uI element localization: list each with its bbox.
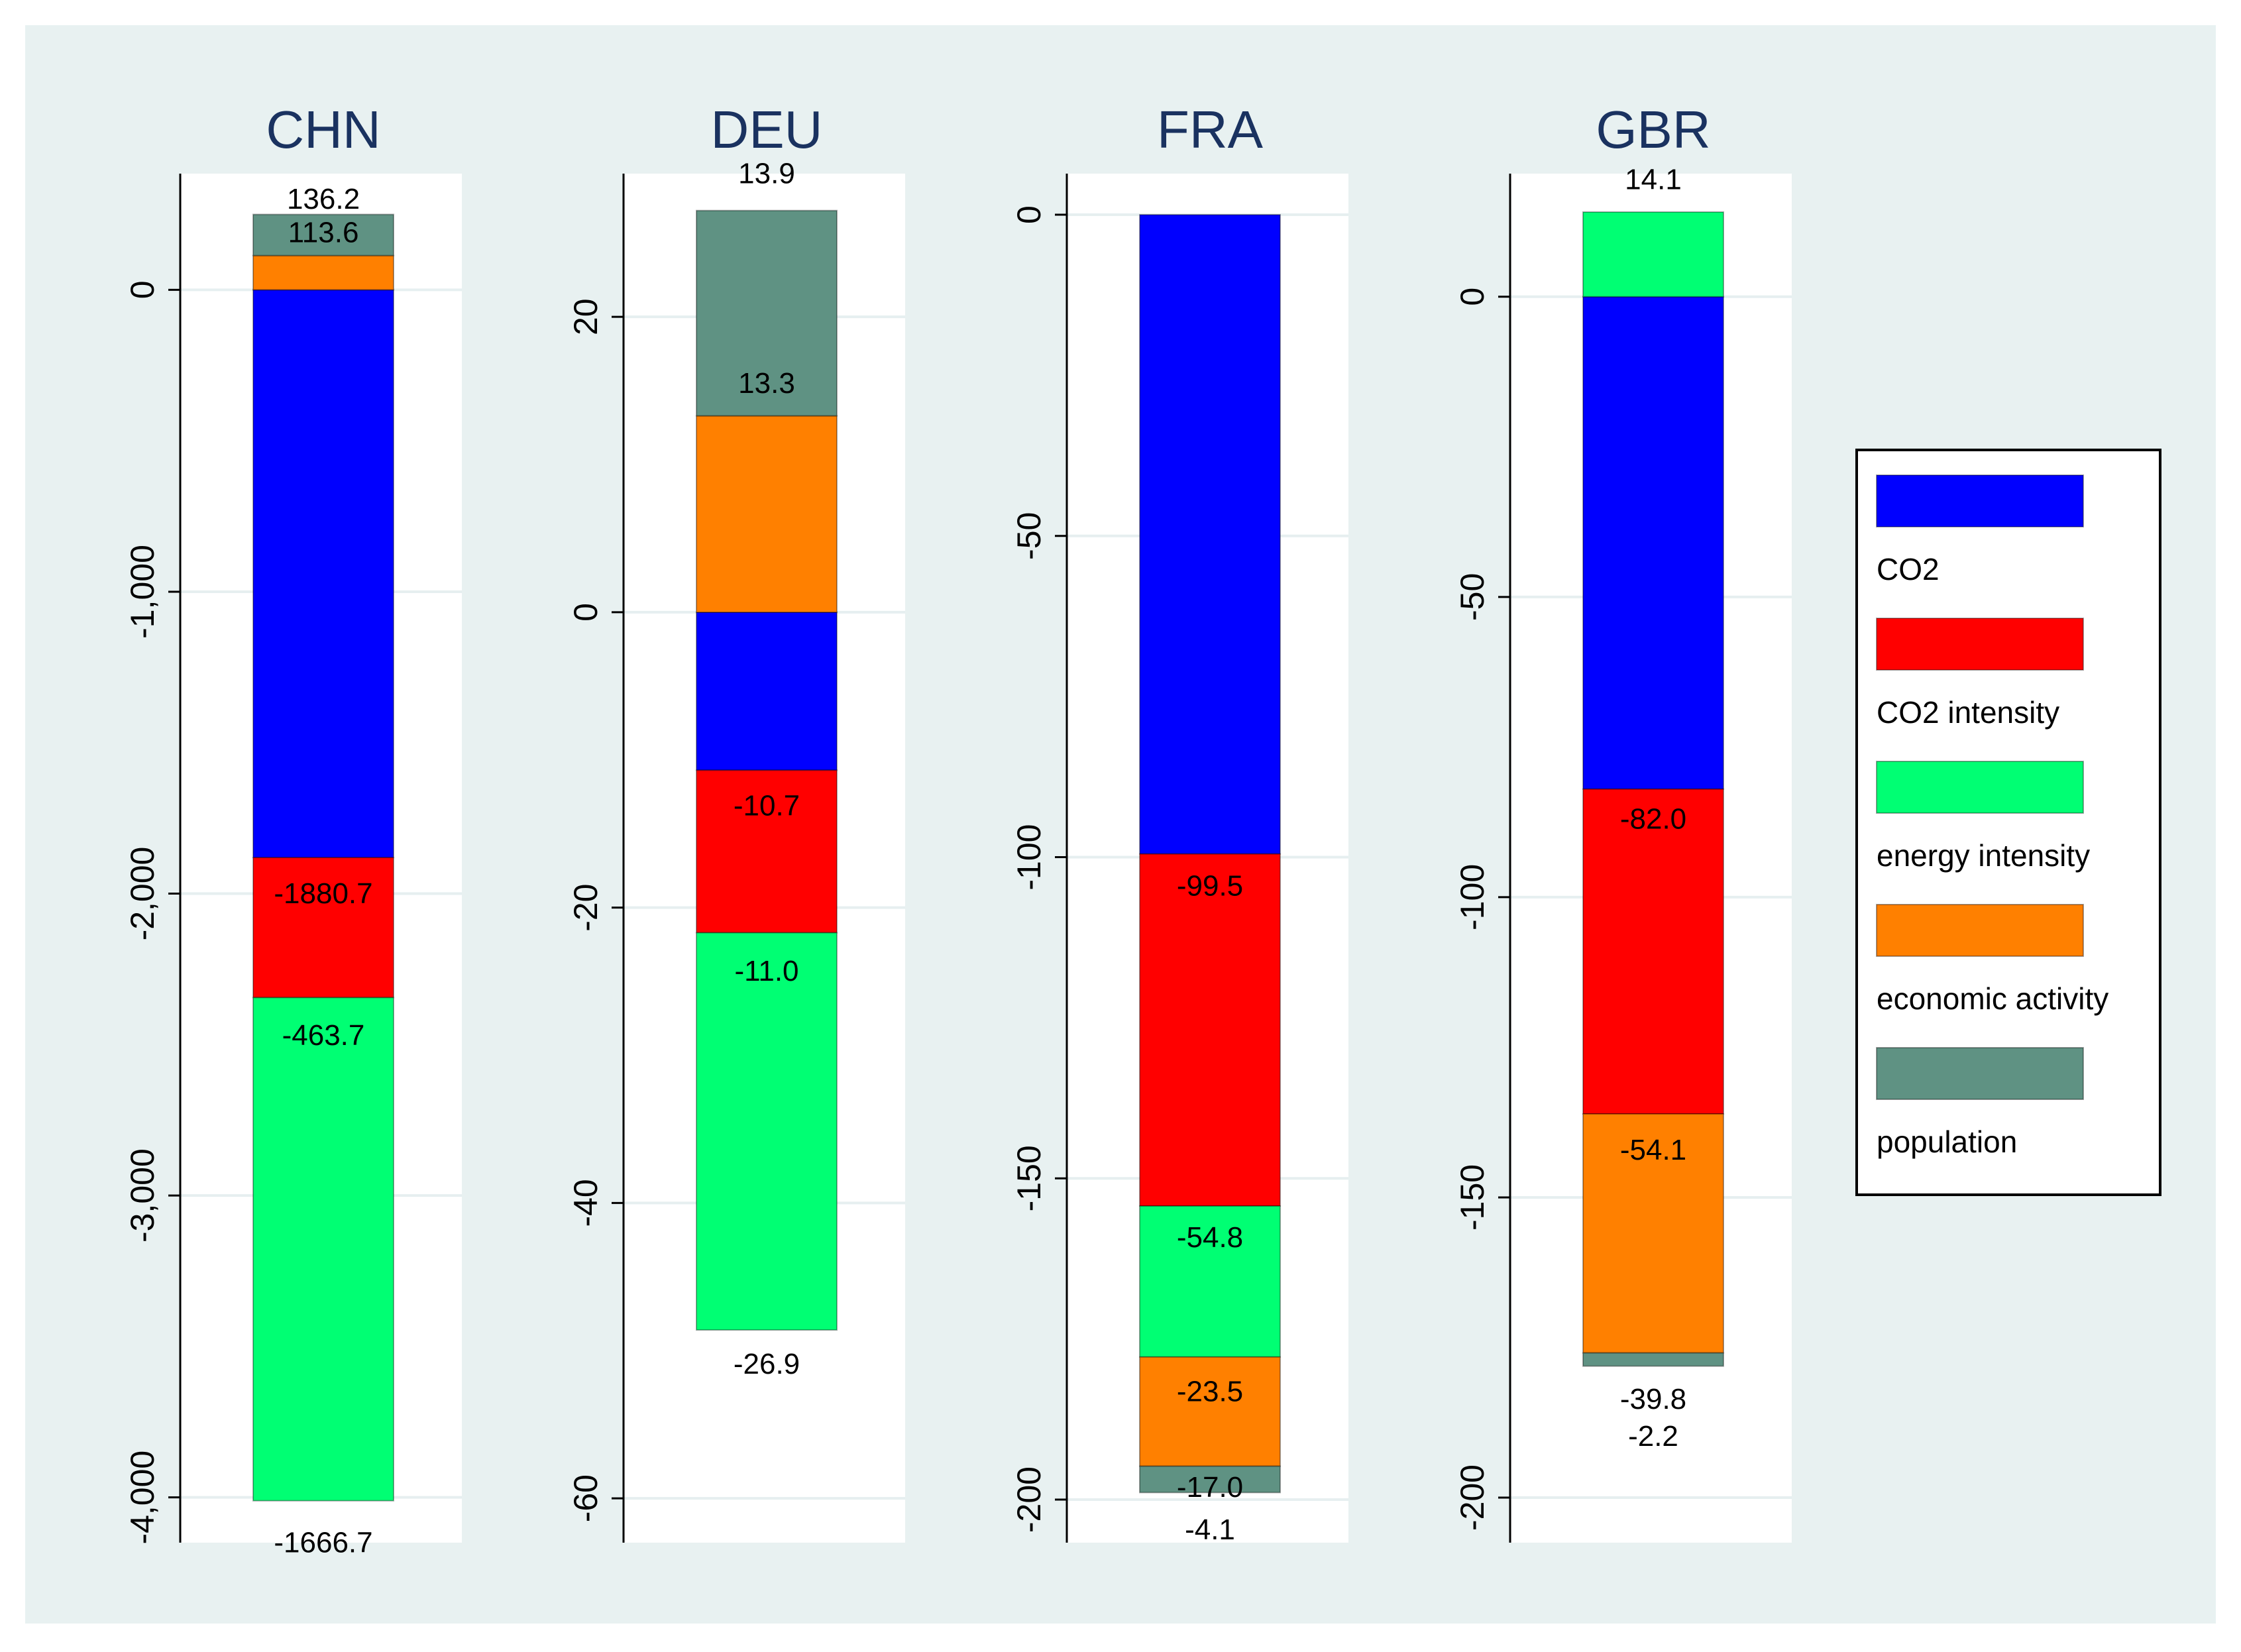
bar-segment-gbr-co2 [1582, 296, 1724, 790]
y-tick-label-chn-4: -4,000 [124, 1451, 161, 1545]
y-tick-label-chn-2: -2,000 [124, 847, 161, 941]
bar-segment-fra-co2 [1139, 214, 1281, 855]
value-label-fra-2: -23.5 [1177, 1376, 1243, 1408]
bar-segment-fra-co2-intensity [1139, 853, 1281, 1207]
legend-label-co2-intensity: CO2 intensity [1877, 695, 2059, 730]
y-tick-label-deu-2: -20 [567, 884, 604, 932]
value-label-fra-1: -54.8 [1177, 1221, 1243, 1254]
value-label-deu-1: 13.3 [738, 367, 795, 400]
y-tick-label-fra-0: 0 [1011, 205, 1048, 224]
value-label-chn-1: 113.6 [288, 216, 359, 248]
value-label-deu-4: -26.9 [734, 1348, 800, 1380]
value-label-chn-2: -1880.7 [274, 877, 372, 910]
y-tick-label-deu-0: 20 [567, 298, 604, 335]
y-tick-label-gbr-0: 0 [1454, 288, 1491, 306]
panel-title-fra: FRA [1157, 100, 1264, 159]
bar-segment-fra-energy-intensity [1139, 1205, 1281, 1358]
bar-segment-chn-population [252, 213, 394, 256]
y-tick-label-chn-3: -3,000 [124, 1148, 161, 1242]
bar-segment-gbr-economic-activity [1582, 1113, 1724, 1354]
legend-swatch-energy-intensity [1876, 761, 2084, 814]
legend-label-population: population [1877, 1125, 2017, 1159]
bar-segment-chn-economic-activity [252, 254, 394, 291]
legend-swatch-co2-intensity [1876, 618, 2084, 671]
value-label-gbr-4: -2.2 [1628, 1420, 1678, 1453]
legend-swatch-population [1876, 1047, 2084, 1100]
value-label-deu-0: 13.9 [738, 158, 795, 190]
y-tick-label-gbr-3: -150 [1454, 1164, 1491, 1231]
y-tick-label-fra-2: -100 [1011, 824, 1048, 891]
value-label-gbr-2: -54.1 [1620, 1134, 1686, 1166]
value-label-chn-4: -1666.7 [274, 1527, 372, 1559]
bar-segment-gbr-population [1582, 1352, 1724, 1367]
panel-title-deu: DEU [711, 100, 823, 159]
bar-segment-chn-co2 [252, 289, 394, 859]
y-tick-label-deu-1: 0 [567, 603, 604, 622]
legend-swatch-economic-activity [1876, 904, 2084, 957]
bar-segment-chn-co2-intensity [252, 857, 394, 999]
value-label-chn-0: 136.2 [287, 183, 360, 215]
bar-segment-fra-economic-activity [1139, 1356, 1281, 1467]
value-label-fra-3: -17.0 [1177, 1471, 1243, 1504]
value-label-gbr-0: 14.1 [1625, 164, 1682, 196]
panel-fra: -99.5 -54.8 -23.5 -17.0 -4.1 0 -50 -100 -150 -200… [1011, 100, 1348, 1546]
y-tick-label-gbr-2: -100 [1454, 864, 1491, 930]
y-tick-label-deu-4: -60 [567, 1474, 604, 1522]
bar-segment-deu-co2 [696, 611, 838, 771]
bar-segment-deu-energy-intensity [696, 932, 838, 1331]
legend: CO2 CO2 intensity energy intensity economic… [1855, 449, 2161, 1196]
bar-segment-deu-co2-intensity [696, 769, 838, 934]
bar-segment-fra-population [1139, 1465, 1281, 1494]
legend-label-energy-intensity: energy intensity [1877, 838, 2090, 873]
bar-segment-chn-energy-intensity [252, 997, 394, 1502]
bar-segment-deu-economic-activity [696, 415, 838, 613]
legend-label-economic-activity: economic activity [1877, 981, 2108, 1016]
value-label-fra-4: -4.1 [1185, 1514, 1235, 1546]
y-tick-label-deu-3: -40 [567, 1179, 604, 1227]
bar-segment-gbr-energy-intensity [1582, 211, 1724, 298]
value-label-deu-3: -11.0 [734, 955, 798, 987]
panel-title-gbr: GBR [1596, 100, 1710, 159]
value-label-chn-3: -463.7 [282, 1019, 365, 1052]
value-label-deu-2: -10.7 [734, 789, 800, 822]
legend-swatch-co2 [1876, 474, 2084, 527]
panel-gbr: 14.1 -82.0 -54.1 -39.8 -2.2 0 -50 -100 -150 -200 G… [1454, 100, 1792, 1543]
y-tick-label-fra-4: -200 [1011, 1466, 1048, 1533]
y-tick-label-gbr-4: -200 [1454, 1464, 1491, 1531]
y-tick-label-fra-1: -50 [1011, 512, 1048, 560]
panel-title-chn: CHN [266, 100, 380, 159]
value-label-gbr-3: -39.8 [1620, 1383, 1686, 1415]
y-tick-label-fra-3: -150 [1011, 1145, 1048, 1211]
bar-segment-deu-population [696, 209, 838, 417]
value-label-gbr-1: -82.0 [1620, 803, 1686, 836]
y-tick-label-chn-0: 0 [124, 280, 161, 299]
value-label-fra-0: -99.5 [1177, 870, 1243, 903]
legend-label-co2: CO2 [1877, 552, 1940, 586]
y-tick-label-chn-1: -1,000 [124, 545, 161, 639]
y-tick-label-gbr-1: -50 [1454, 573, 1491, 621]
panel-deu: 13.9 13.3 -10.7 -11.0 -26.9 20 0 -20 -40 -60 DEU [567, 100, 905, 1543]
bar-segment-gbr-co2-intensity [1582, 788, 1724, 1115]
